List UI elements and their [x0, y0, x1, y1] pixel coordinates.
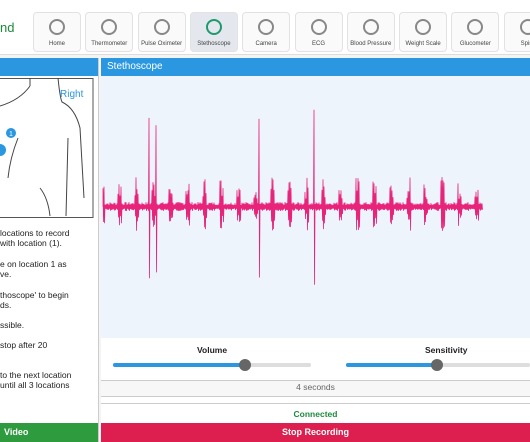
nav-icon [101, 19, 118, 35]
volume-label: Volume [197, 345, 228, 355]
instruction-line: thoscope' to begin [0, 290, 69, 300]
body-diagram: 1 Right [0, 78, 94, 218]
sensitivity-label: Sensitivity [425, 345, 468, 355]
waveform [101, 76, 530, 338]
nav-icon [467, 19, 484, 35]
nav-label: Weight Scale [405, 41, 441, 47]
instruction-line: locations to record [0, 228, 70, 238]
nav-label: Thermometer [91, 41, 128, 47]
instruction-line: ssible. [0, 320, 25, 330]
separator [101, 403, 530, 404]
instruction-line: ds. [0, 300, 12, 310]
nav-tile[interactable]: ECG [294, 12, 343, 52]
nav-tile[interactable]: Spiro [503, 12, 530, 52]
instruction-line: ve. [0, 269, 12, 279]
sliders[interactable] [101, 356, 530, 376]
nav-tile[interactable]: Glucometer [451, 12, 500, 52]
nav-label: Camera [255, 41, 277, 47]
left-header [0, 58, 98, 76]
nav-icon [310, 19, 327, 35]
nav-tile[interactable]: Blood Pressure [346, 12, 395, 52]
nav-icon [362, 19, 379, 35]
logo: nd [0, 20, 15, 35]
instruction-line: until all 3 locations [0, 380, 70, 390]
nav-icon [415, 19, 432, 35]
instruction-line: with location (1). [0, 238, 62, 248]
nav-tile[interactable]: Stethoscope [189, 12, 238, 52]
timer: 4 seconds [296, 382, 335, 392]
nav-tile[interactable]: Pulse Oximeter [137, 12, 186, 52]
nav-tile[interactable]: Camera [242, 12, 291, 52]
wave-trace [102, 109, 483, 285]
nav-label: Home [48, 41, 65, 47]
nav-label: Blood Pressure [350, 41, 392, 47]
nav-icon [205, 19, 222, 35]
nav-icon [258, 19, 275, 35]
nav-tile[interactable]: Home [33, 12, 81, 52]
timer-row [101, 380, 530, 397]
nav-label: Spiro [520, 41, 530, 47]
instruction-line: to the next location [0, 370, 72, 380]
nav-icon [153, 19, 170, 35]
nav-tile[interactable]: Weight Scale [399, 12, 448, 52]
instruction-line: stop after 20 [0, 340, 48, 350]
stop-button[interactable]: Stop Recording [101, 423, 530, 442]
nav-icon [49, 19, 65, 35]
main-header: Stethoscope [101, 58, 530, 76]
status: Connected [293, 409, 338, 419]
marker-label: 1 [9, 131, 13, 138]
side-label: Right [60, 89, 84, 100]
video-button[interactable]: Video [0, 423, 98, 442]
nav-label: Pulse Oximeter [141, 41, 183, 47]
instruction-line: e on location 1 as [0, 259, 67, 269]
nav-icon [519, 19, 530, 35]
nav-label: Glucometer [459, 41, 491, 47]
nav-label: Stethoscope [197, 41, 231, 47]
nav-label: ECG [311, 41, 325, 47]
nav-tile[interactable]: Thermometer [85, 12, 134, 52]
